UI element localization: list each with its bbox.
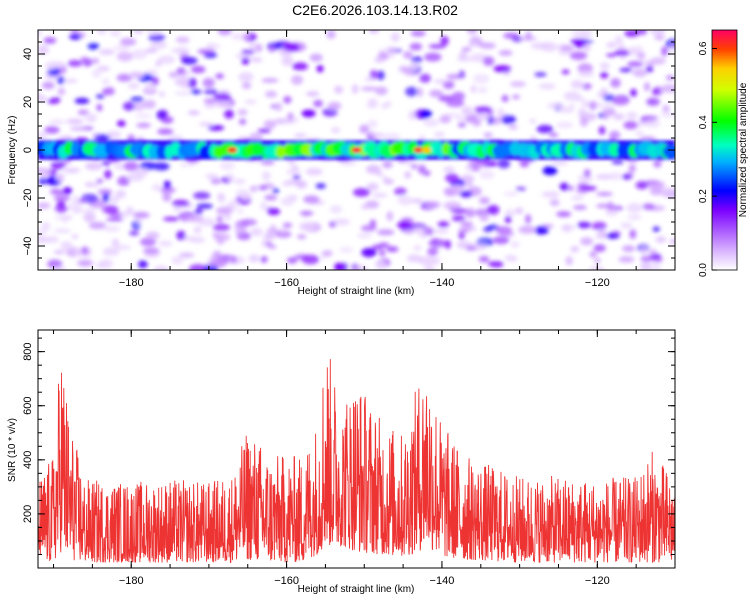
band-peak-2 bbox=[413, 147, 424, 153]
snr-ylabel: SNR (10 * v/v) bbox=[7, 418, 18, 482]
spectrogram-xtick-label-1: −160 bbox=[274, 277, 299, 289]
snr-xtick-label-1: −160 bbox=[274, 575, 299, 587]
spectrogram-ticks: −180 −160 −140 −120 −40 −20 0 20 40 bbox=[22, 29, 676, 289]
spectrogram-ytick-label-2: 0 bbox=[22, 147, 34, 153]
snr-xlabel: Height of straight line (km) bbox=[298, 584, 415, 595]
snr-ytick-label-0: 200 bbox=[22, 505, 34, 523]
spectrogram-xlabel: Height of straight line (km) bbox=[298, 286, 415, 297]
spectrogram-xtick-label-0: −180 bbox=[119, 277, 144, 289]
band-peak-3 bbox=[421, 147, 432, 153]
spectrogram-panel: −180 −160 −140 −120 −40 −20 0 20 40 Height of st… bbox=[7, 29, 676, 297]
colorbar-ticks: 0.0 0.2 0.4 0.6 bbox=[698, 41, 717, 277]
colorbar-tick-label-2: 0.4 bbox=[698, 115, 709, 129]
band-peak-0 bbox=[227, 147, 238, 153]
snr-xtick-label-3: −120 bbox=[585, 575, 610, 587]
snr-ticks: −180 −160 −140 −120 200 400 600 800 bbox=[22, 330, 676, 587]
spectrogram-xtick-label-2: −140 bbox=[430, 277, 455, 289]
snr-frame bbox=[37, 329, 676, 569]
colorbar-gradient bbox=[711, 29, 738, 271]
snr-ytick-label-2: 600 bbox=[22, 397, 34, 415]
colorbar-tick-label-0: 0.0 bbox=[698, 263, 709, 277]
spectrogram-band bbox=[38, 140, 675, 160]
spectrogram-ytick-label-0: −40 bbox=[22, 237, 34, 256]
snr-panel: −180 −160 −140 −120 200 400 600 800 Height of s… bbox=[7, 329, 676, 595]
snr-ytick-label-3: 800 bbox=[22, 342, 34, 360]
colorbar-tick-label-3: 0.6 bbox=[698, 41, 709, 55]
colorbar: 0.0 0.2 0.4 0.6 Normalized spectral amplitu… bbox=[698, 29, 749, 277]
colorbar-tick-label-1: 0.2 bbox=[698, 189, 709, 203]
snr-xtick-label-0: −180 bbox=[119, 575, 144, 587]
spectrogram-xtick-label-3: −120 bbox=[585, 277, 610, 289]
snr-series-line bbox=[38, 359, 675, 564]
band-peak-1 bbox=[351, 147, 362, 153]
spectrogram-ytick-label-1: −20 bbox=[22, 189, 34, 208]
spectrogram-ylabel: Frequency (Hz) bbox=[7, 116, 18, 185]
spectrogram-ytick-label-3: 20 bbox=[22, 96, 34, 108]
snr-xtick-label-2: −140 bbox=[430, 575, 455, 587]
spectrogram-heatmap bbox=[38, 30, 675, 270]
chart-title: C2E6.2026.103.14.13.R02 bbox=[292, 2, 458, 18]
spectrogram-ytick-label-4: 40 bbox=[22, 48, 34, 60]
snr-ytick-label-1: 400 bbox=[22, 451, 34, 469]
colorbar-label: Normalized spectral amplitude bbox=[738, 82, 749, 217]
